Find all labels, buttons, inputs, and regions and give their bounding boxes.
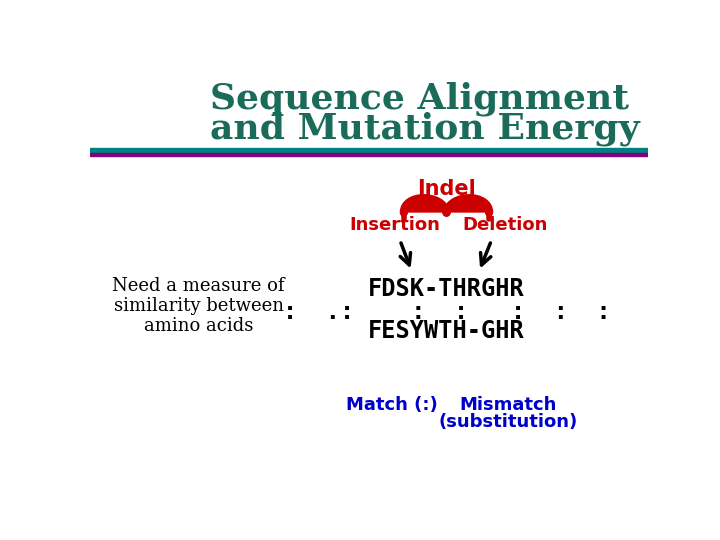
Text: (substitution): (substitution) [439,413,578,431]
Bar [90,65,648,148]
PathPatch shape [404,198,446,213]
Text: FDSK-THRGHR: FDSK-THRGHR [368,276,525,301]
Text: amino acids: amino acids [144,316,253,335]
PathPatch shape [446,198,489,213]
Bar [90,153,648,157]
Text: Need a measure of: Need a measure of [112,276,284,294]
Text: and Mutation Energy: and Mutation Energy [210,111,640,145]
Text: Indel: Indel [417,179,476,199]
Text: FESYWTH-GHR: FESYWTH-GHR [368,319,525,343]
Text: Mismatch: Mismatch [460,396,557,414]
Text: Deletion: Deletion [462,217,547,234]
Text: similarity between: similarity between [114,296,284,315]
Text: Insertion: Insertion [349,217,440,234]
Text: Match (:): Match (:) [346,396,438,414]
Text: Sequence Alignment: Sequence Alignment [210,82,629,116]
Text: :  .:    :  :   :  :  :: : .: : : : : : [283,300,611,323]
Bar [90,148,648,153]
